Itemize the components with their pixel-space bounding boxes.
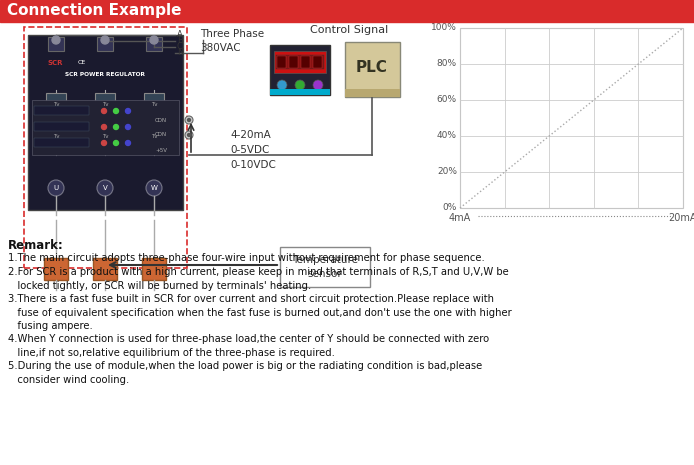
Bar — [280, 247, 370, 287]
Text: Tv: Tv — [53, 101, 59, 106]
Circle shape — [150, 36, 158, 44]
Circle shape — [295, 80, 305, 90]
Text: Control Signal: Control Signal — [310, 25, 388, 35]
Text: SCR POWER REGULATOR: SCR POWER REGULATOR — [65, 73, 145, 78]
Circle shape — [126, 140, 130, 146]
Text: 20%: 20% — [437, 167, 457, 177]
Text: Connection Example: Connection Example — [7, 4, 182, 19]
Text: 4-20mA
0-5VDC
0-10VDC: 4-20mA 0-5VDC 0-10VDC — [230, 130, 276, 170]
Bar — [24, 27, 187, 268]
Text: SCR: SCR — [48, 60, 63, 66]
Circle shape — [97, 180, 113, 196]
Bar — [46, 125, 66, 147]
Text: 5.During the use of module,when the load power is big or the radiating condition: 5.During the use of module,when the load… — [8, 361, 482, 385]
Bar — [301, 56, 310, 68]
Text: B: B — [177, 36, 183, 46]
Text: Remark:: Remark: — [8, 239, 64, 252]
Bar — [276, 55, 324, 69]
Text: CDN: CDN — [155, 118, 167, 122]
Bar — [270, 89, 330, 95]
Circle shape — [185, 131, 193, 139]
Text: Tv: Tv — [151, 101, 158, 106]
Circle shape — [101, 125, 106, 129]
Bar — [460, 28, 683, 208]
Text: Three Phase
380VAC: Three Phase 380VAC — [200, 29, 264, 53]
Bar — [95, 125, 115, 147]
Text: V: V — [103, 185, 108, 191]
Text: PLC: PLC — [356, 60, 388, 75]
Circle shape — [277, 80, 287, 90]
Text: 0%: 0% — [443, 204, 457, 213]
Text: +5V: +5V — [155, 147, 167, 153]
Circle shape — [185, 116, 193, 124]
Bar — [313, 56, 322, 68]
Circle shape — [146, 180, 162, 196]
Bar — [345, 42, 400, 97]
Text: 40%: 40% — [437, 132, 457, 140]
Text: 3.There is a fast fuse built in SCR for over current and short circuit protectio: 3.There is a fast fuse built in SCR for … — [8, 294, 511, 331]
Bar — [93, 258, 117, 280]
Bar — [274, 51, 326, 73]
Bar — [34, 122, 89, 131]
Bar — [345, 89, 400, 97]
Text: 4mA: 4mA — [449, 213, 471, 223]
Bar — [34, 106, 89, 115]
Bar — [142, 258, 166, 280]
Bar — [97, 37, 113, 51]
Circle shape — [114, 125, 119, 129]
Circle shape — [126, 108, 130, 113]
Circle shape — [313, 80, 323, 90]
Bar — [144, 93, 164, 115]
Bar — [144, 125, 164, 147]
Text: 60%: 60% — [437, 95, 457, 105]
Circle shape — [187, 119, 190, 121]
Bar — [48, 37, 64, 51]
Text: N: N — [177, 48, 183, 58]
Text: Tv: Tv — [102, 101, 108, 106]
Circle shape — [187, 133, 190, 137]
Text: U: U — [53, 185, 58, 191]
Circle shape — [48, 180, 64, 196]
Bar — [32, 100, 179, 155]
Text: 20mA: 20mA — [669, 213, 694, 223]
Circle shape — [114, 108, 119, 113]
Circle shape — [114, 140, 119, 146]
Bar — [95, 93, 115, 115]
Circle shape — [126, 125, 130, 129]
Text: C: C — [177, 42, 183, 52]
Text: Temperature
sensor: Temperature sensor — [292, 255, 358, 279]
Text: CE: CE — [78, 60, 86, 66]
Text: A: A — [177, 31, 183, 40]
Text: W: W — [151, 185, 158, 191]
Bar — [277, 56, 286, 68]
Bar — [44, 258, 68, 280]
Bar — [146, 37, 162, 51]
Bar — [46, 93, 66, 115]
Text: 2.For SCR is a product with a high current, please keep in mind that terminals o: 2.For SCR is a product with a high curre… — [8, 267, 509, 291]
Bar — [28, 35, 183, 210]
Text: Tv: Tv — [53, 133, 59, 139]
Circle shape — [101, 140, 106, 146]
Text: 80%: 80% — [437, 60, 457, 68]
Text: Tv: Tv — [151, 133, 158, 139]
Text: CDN: CDN — [155, 133, 167, 138]
Circle shape — [52, 36, 60, 44]
Circle shape — [101, 108, 106, 113]
Bar — [0, 0, 694, 22]
Bar — [270, 45, 330, 95]
Text: 1.The main circuit adopts three-phase four-wire input without requirement for ph: 1.The main circuit adopts three-phase fo… — [8, 253, 484, 263]
Bar — [34, 138, 89, 147]
Text: Tv: Tv — [102, 133, 108, 139]
Bar — [289, 56, 298, 68]
Circle shape — [101, 36, 109, 44]
Text: 4.When Y connection is used for three-phase load,the center of Y should be conne: 4.When Y connection is used for three-ph… — [8, 334, 489, 358]
Text: 100%: 100% — [431, 24, 457, 33]
